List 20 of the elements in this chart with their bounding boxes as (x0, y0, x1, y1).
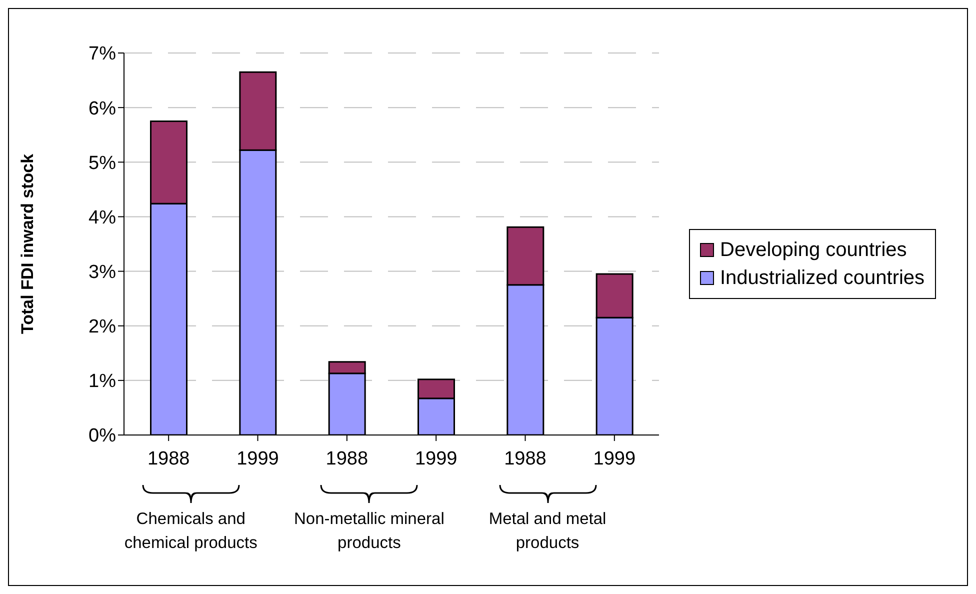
x-tick-label: 1988 (504, 448, 546, 470)
legend-label: Industrialized countries (720, 266, 925, 291)
x-tick-label: 1999 (593, 448, 636, 470)
y-tick-label: 0% (88, 426, 116, 447)
legend-label: Developing countries (720, 238, 907, 263)
y-tick-label: 4% (88, 207, 116, 228)
y-tick-label: 5% (88, 152, 116, 174)
x-tick-label: 1999 (414, 448, 458, 470)
y-tick-label: 6% (88, 98, 116, 120)
text: Non-metallic mineral products (293, 509, 446, 554)
text: Metal and metal products (488, 509, 608, 554)
text: Chemicals and chemical products (123, 509, 258, 554)
y-tick-label: 7% (88, 44, 116, 65)
x-tick-label: 1988 (147, 448, 190, 470)
x-tick-label: 1999 (236, 448, 279, 470)
y-axis-title: Total FDI inward stock (18, 153, 38, 334)
y-tick-label: 1% (88, 371, 116, 392)
x-tick-label: 1988 (326, 448, 368, 470)
y-tick-label: 3% (88, 262, 116, 284)
y-tick-label: 2% (88, 316, 116, 338)
